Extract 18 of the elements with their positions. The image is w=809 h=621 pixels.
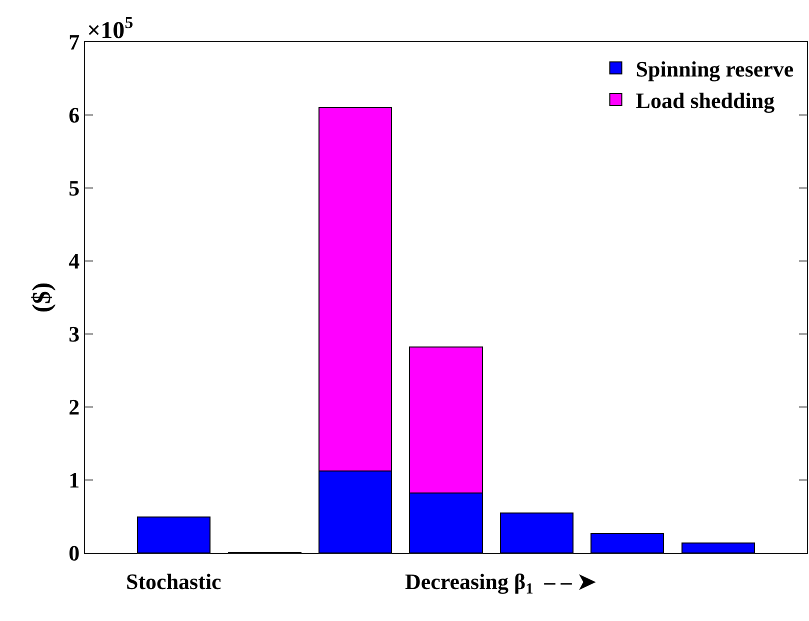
y-axis-title: ($) (27, 282, 56, 313)
y-tick-label: 7 (68, 30, 80, 55)
bar (681, 542, 755, 553)
y-tick-label: 3 (68, 322, 80, 347)
legend-label: Spinning reserve (636, 56, 794, 82)
text: Stochastic (126, 569, 222, 594)
bar (590, 532, 664, 553)
bar (137, 516, 211, 553)
y-tick-label: 4 (68, 248, 80, 274)
y-tick-label: 0 (68, 540, 80, 566)
annotation: ×10$^{5}$ (87, 13, 134, 44)
bar (500, 512, 574, 553)
legend-label: Load shedding (636, 88, 775, 114)
y-tick-label: 6 (68, 102, 80, 128)
y-tick-label: 5 (68, 176, 80, 201)
text: Decreasing β$_{1}$ – – ➤ (405, 569, 596, 598)
y-tick-label: 1 (68, 468, 80, 493)
y-tick-label: 2 (68, 394, 80, 420)
